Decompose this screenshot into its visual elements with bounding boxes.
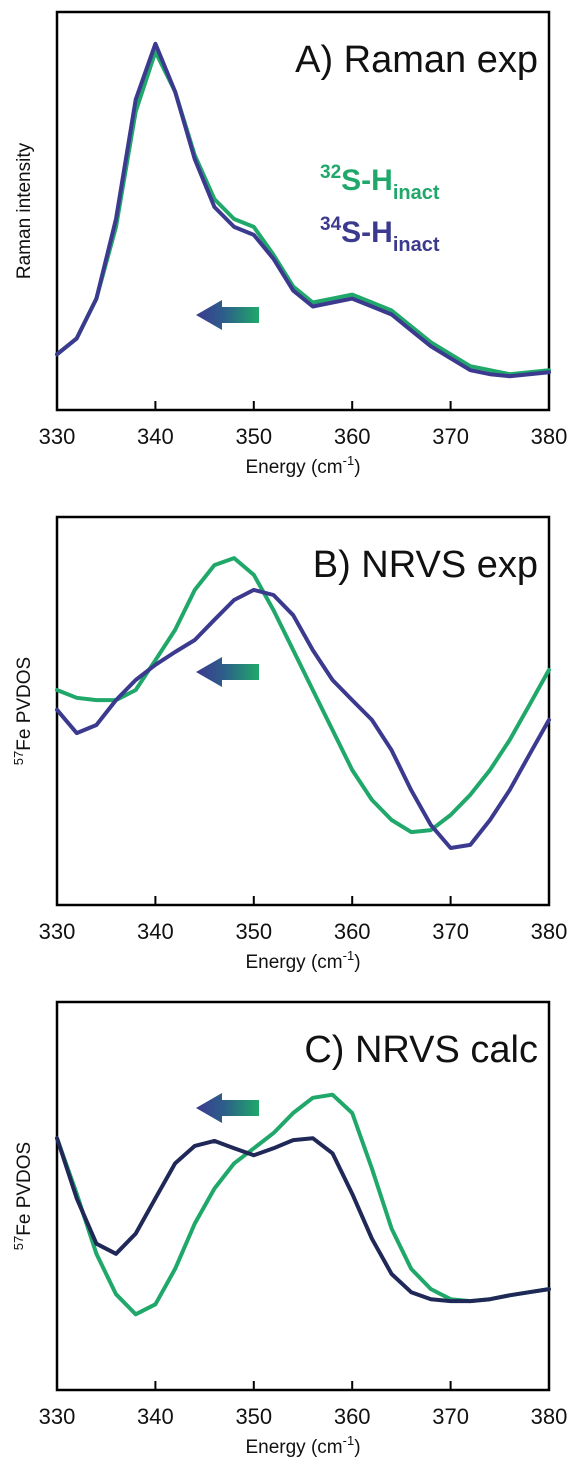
legend-subscript: inact <box>393 234 440 256</box>
y-axis-label: 57Fe PVDOS <box>11 657 35 765</box>
x-tick-label: 360 <box>334 424 371 449</box>
y-axis-label: 57Fe PVDOS <box>11 1142 35 1250</box>
legend-entry: 32S-Hinact <box>320 162 440 204</box>
x-tick-label: 380 <box>531 1404 568 1429</box>
series-line <box>55 49 551 377</box>
x-axis-label-sup: -1 <box>343 1433 355 1448</box>
legend-name: S-H <box>341 216 393 249</box>
x-axis-label: Energy (cm-1) <box>245 1433 360 1458</box>
panel: 330 340 350 360 370 380 Energy (cm-1) 57Fe PVDO… <box>11 515 568 973</box>
x-tick-label: 370 <box>432 424 469 449</box>
shift-arrow <box>196 300 259 330</box>
x-tick-label: 340 <box>137 424 174 449</box>
x-axis-label-end: ) <box>354 457 360 478</box>
y-axis-label: Raman intensity <box>14 142 35 279</box>
panel-title: A) Raman exp <box>295 39 538 81</box>
x-tick-label: 350 <box>235 424 272 449</box>
series-line <box>55 1092 551 1317</box>
legend-entry: 34S-Hinact <box>320 214 440 256</box>
x-tick-label: 330 <box>39 1404 76 1429</box>
series-line <box>55 1136 551 1304</box>
panel: 330 340 350 360 370 380 Energy (cm-1) Raman int… <box>14 10 568 478</box>
x-tick-label: 360 <box>334 1404 371 1429</box>
x-axis-label-text: Energy (cm <box>245 952 342 973</box>
x-tick-label: 330 <box>39 424 76 449</box>
x-tick-label: 380 <box>531 919 568 944</box>
x-axis-label: Energy (cm-1) <box>245 948 360 973</box>
x-tick-label: 340 <box>137 1404 174 1429</box>
series-line <box>55 556 551 835</box>
legend-isotope: 32 <box>320 162 341 183</box>
x-axis-label-end: ) <box>354 952 360 973</box>
y-axis-label-sup: 57 <box>11 751 26 765</box>
legend-subscript: inact <box>393 182 440 204</box>
x-tick-label: 350 <box>235 1404 272 1429</box>
x-axis-label-sup: -1 <box>343 453 355 468</box>
x-axis-label: Energy (cm-1) <box>245 453 360 478</box>
x-axis-label-text: Energy (cm <box>245 457 342 478</box>
x-tick-label: 380 <box>531 424 568 449</box>
x-tick-label: 370 <box>432 919 469 944</box>
x-tick-label: 340 <box>137 919 174 944</box>
panel: 330 340 350 360 370 380 Energy (cm-1) 57Fe PVDO… <box>11 1000 568 1458</box>
shift-arrow <box>196 657 259 687</box>
series-line <box>55 41 551 379</box>
legend-isotope: 34 <box>320 214 342 235</box>
x-axis-label-sup: -1 <box>343 948 355 963</box>
x-tick-label: 370 <box>432 1404 469 1429</box>
y-axis-label-text: Fe PVDOS <box>14 657 35 751</box>
x-tick-label: 360 <box>334 919 371 944</box>
plot-frame <box>55 10 551 412</box>
x-tick-label: 350 <box>235 919 272 944</box>
x-tick-label: 330 <box>39 919 76 944</box>
legend-name: S-H <box>341 164 393 197</box>
series-line <box>55 587 551 850</box>
shift-arrow <box>196 1093 259 1123</box>
y-axis-label-text: Fe PVDOS <box>14 1142 35 1236</box>
plot-frame <box>55 1000 551 1392</box>
x-axis-label-end: ) <box>354 1437 360 1458</box>
x-axis-label-text: Energy (cm <box>245 1437 342 1458</box>
panel-title: C) NRVS calc <box>304 1029 538 1071</box>
panel-title: B) NRVS exp <box>313 544 538 586</box>
y-axis-label-text: Raman intensity <box>14 142 35 279</box>
y-axis-label-sup: 57 <box>11 1236 26 1250</box>
